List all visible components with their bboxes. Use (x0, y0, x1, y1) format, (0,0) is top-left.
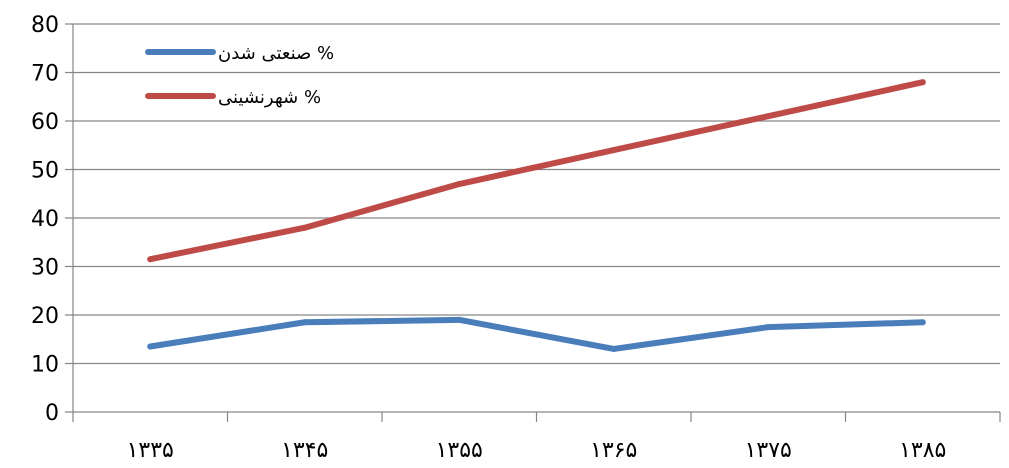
legend-item: % صنعتی شدن (145, 43, 334, 64)
legend: % صنعتی شدن % شهرنشینی (145, 43, 334, 108)
grid-lines (73, 23, 1000, 365)
x-tick-label: ۱۳۴۵ (281, 438, 328, 463)
x-tick-label: ۱۳۵۵ (436, 438, 483, 463)
x-tick-label: ۱۳۳۵ (127, 438, 174, 463)
y-tick-label: 70 (31, 62, 59, 87)
y-tick-label: 20 (31, 304, 59, 329)
data-point (765, 324, 772, 331)
y-axis-ticks: 0 10 20 30 40 50 60 70 80 (31, 13, 59, 426)
y-tick-label: 0 (45, 401, 59, 426)
data-point (301, 319, 308, 326)
legend-label: % شهرنشینی (218, 87, 321, 108)
data-point (919, 319, 926, 326)
x-tick-label: ۱۳۷۵ (745, 438, 792, 463)
x-axis-ticks: ۱۳۳۵ ۱۳۴۵ ۱۳۵۵ ۱۳۶۵ ۱۳۷۵ ۱۳۸۵ (127, 438, 947, 463)
x-tick-label: ۱۳۶۵ (590, 438, 637, 463)
data-point (610, 345, 617, 352)
legend-label: % صنعتی شدن (218, 43, 334, 64)
series-lines (147, 79, 926, 352)
series-line (147, 316, 926, 352)
data-point (919, 79, 926, 86)
series-1 (147, 316, 926, 352)
y-tick-label: 60 (31, 110, 59, 135)
axes (65, 23, 1001, 422)
legend-item: % شهرنشینی (145, 87, 321, 108)
x-tick-label: ۱۳۸۵ (899, 438, 946, 463)
data-point (456, 181, 463, 188)
series-line (147, 79, 926, 263)
data-point (147, 343, 154, 350)
y-tick-label: 30 (31, 256, 59, 281)
data-point (147, 256, 154, 263)
y-tick-label: 80 (31, 13, 59, 38)
data-point (456, 316, 463, 323)
y-tick-label: 50 (31, 159, 59, 184)
y-tick-label: 40 (31, 207, 59, 232)
data-point (765, 113, 772, 120)
data-point (301, 224, 308, 231)
series-2 (147, 79, 926, 263)
y-tick-label: 10 (31, 353, 59, 378)
data-point (610, 147, 617, 154)
